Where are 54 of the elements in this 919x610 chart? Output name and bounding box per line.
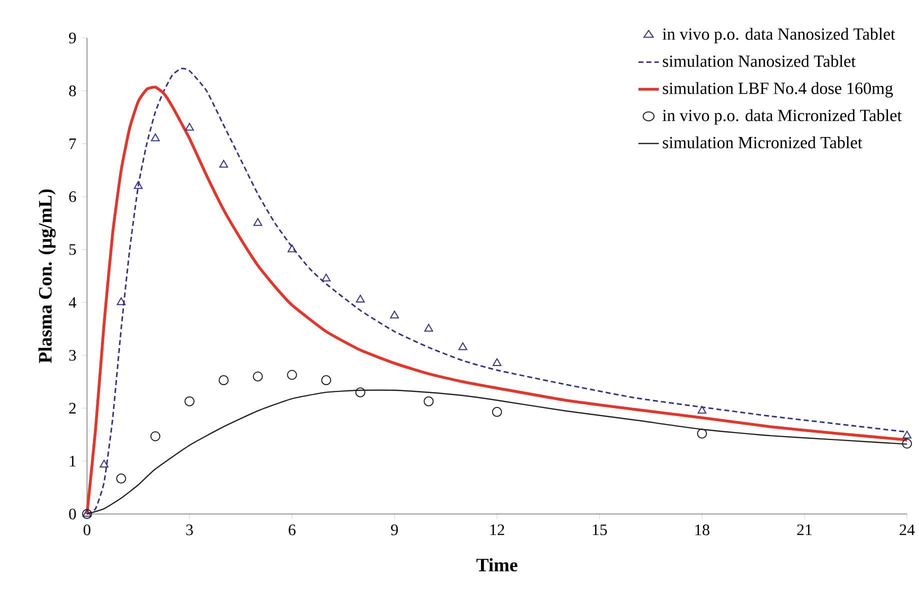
point [185, 122, 194, 131]
point [150, 133, 160, 142]
point [184, 396, 195, 406]
x-tick-label: 24 [900, 524, 915, 536]
point [252, 371, 263, 382]
x-axis-title: Time [476, 558, 518, 572]
point [698, 406, 706, 414]
point [356, 294, 365, 303]
point [902, 430, 912, 438]
point [219, 160, 228, 168]
y-tick-label: 9 [69, 32, 76, 44]
point [424, 324, 434, 332]
point [116, 474, 126, 484]
point [150, 431, 160, 442]
legend-label: simulation LBF No.4 dose 160mg [662, 82, 893, 98]
y-tick-label: 7 [70, 138, 76, 149]
x-tick-label: 6 [288, 524, 296, 536]
x-tick-label: 12 [490, 524, 504, 536]
point [134, 181, 143, 189]
point [321, 375, 332, 386]
point [697, 428, 708, 439]
point [458, 342, 468, 350]
y-tick-label: 0 [69, 508, 76, 520]
x-tick-label: 3 [186, 524, 193, 536]
y-tick-label: 4 [68, 297, 76, 308]
legend-label: simulation Micronized Tablet [662, 136, 862, 148]
legend-label: in vivo p.o. data Nanosized Tablet [662, 28, 896, 44]
legend-label: in vivo p.o. data Micronized Tablet [662, 109, 902, 125]
point [355, 387, 366, 398]
point [253, 218, 262, 226]
point [322, 274, 331, 282]
y-tick-label: 3 [69, 350, 76, 361]
x-tick-label: 18 [695, 524, 710, 536]
point [287, 370, 298, 380]
point [424, 396, 434, 406]
point [492, 406, 502, 417]
point [100, 460, 108, 468]
x-tick-label: 21 [797, 524, 812, 536]
y-axis-title: Plasma Con. (μg/mL) [38, 189, 56, 364]
y-tick-label: 1 [70, 456, 76, 466]
x-tick-label: 15 [592, 524, 607, 536]
y-tick-label: 2 [69, 402, 76, 414]
x-tick-label: 9 [391, 524, 398, 536]
x-tick-label: 0 [84, 524, 90, 536]
point [218, 375, 229, 386]
legend-label: simulation Nanosized Tablet [662, 55, 856, 67]
point [902, 438, 912, 449]
point [288, 244, 296, 252]
point [492, 358, 502, 366]
y-tick-label: 6 [69, 191, 76, 202]
y-tick-label: 8 [69, 86, 76, 96]
y-tick-label: 5 [69, 244, 76, 255]
point [390, 310, 399, 318]
point [116, 297, 126, 306]
